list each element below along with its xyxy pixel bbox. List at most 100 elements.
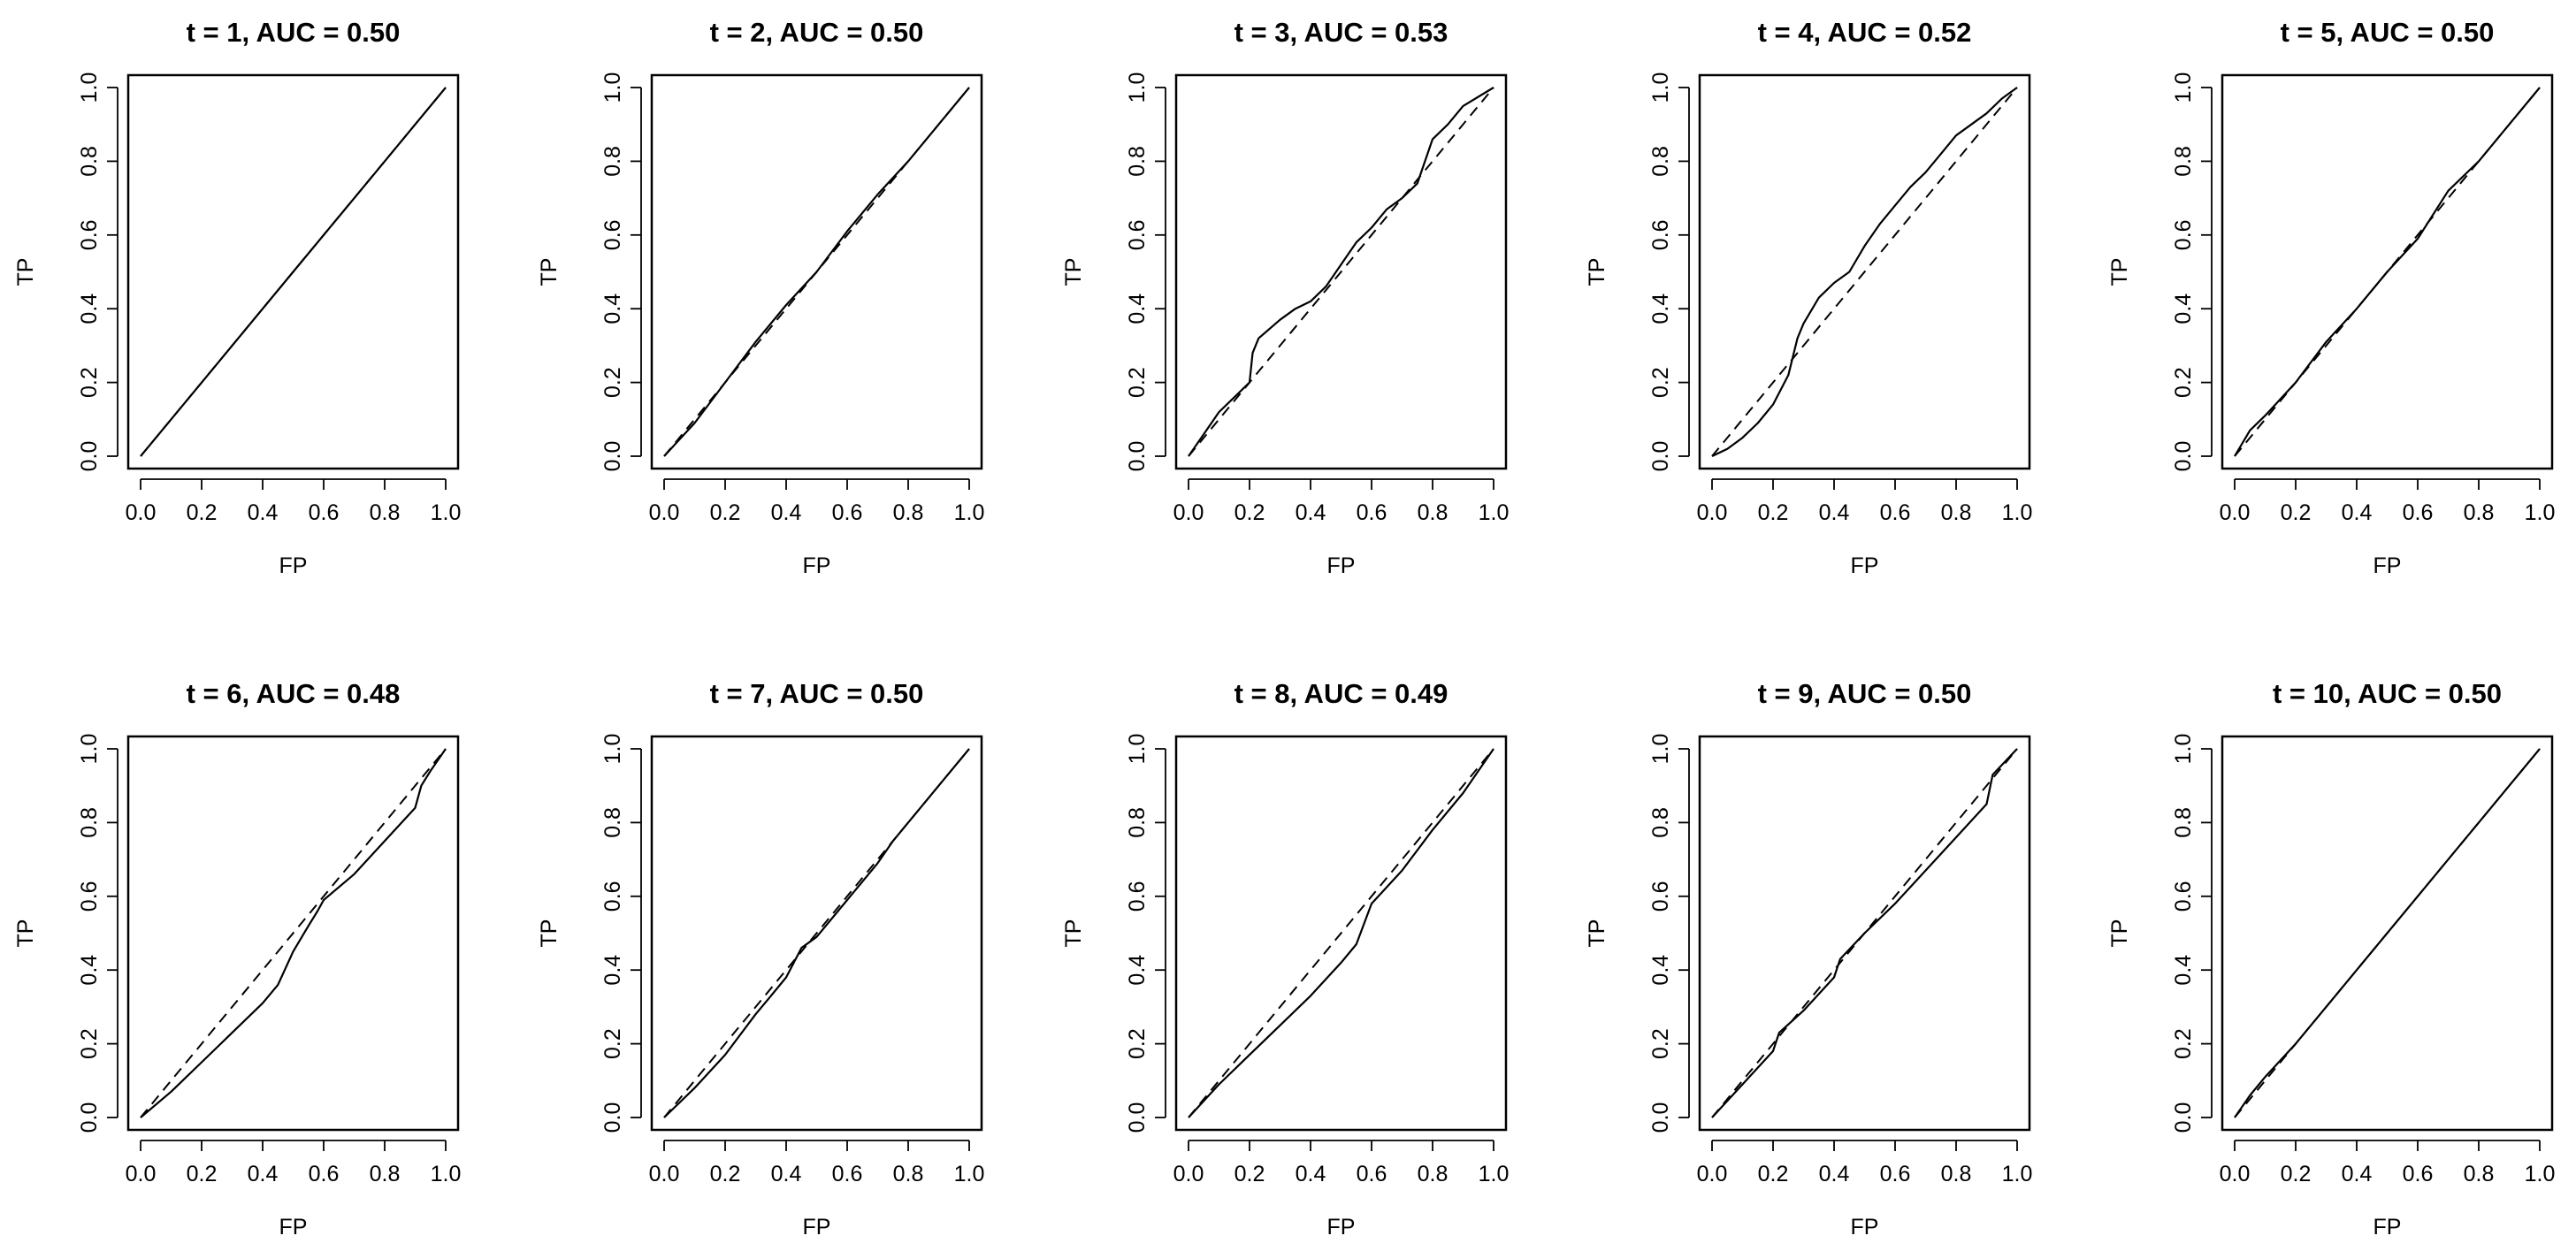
y-tick-label: 0.2: [1125, 1028, 1150, 1059]
x-axis-label: FP: [1851, 1215, 1879, 1240]
plot-frame: [1174, 73, 1508, 470]
y-tick-label: 1.0: [600, 72, 625, 103]
y-axis-label: TP: [2107, 919, 2132, 948]
plot-frame: [650, 735, 983, 1132]
x-tick-label: 1.0: [431, 1162, 462, 1186]
y-tick-label: 0.4: [2171, 955, 2196, 986]
x-tick-label: 0.8: [370, 500, 401, 525]
panel-title: t = 8, AUC = 0.49: [1234, 678, 1449, 709]
y-tick-label: 0.8: [2171, 146, 2196, 177]
roc-panel-4: t = 4, AUC = 0.52 0.0 0.2 0.4 0.6 0.8 1.0 FP 0.0…: [1585, 17, 2032, 578]
x-tick-label: 0.0: [649, 1162, 680, 1186]
y-axis-label: TP: [1061, 258, 1086, 286]
x-tick-label: 0.2: [187, 500, 218, 525]
x-tick-label: 0.8: [370, 1162, 401, 1186]
y-axis-label: TP: [1585, 258, 1609, 286]
plot-frame: [1698, 73, 2031, 470]
x-tick-label: 0.0: [2220, 500, 2251, 525]
y-tick-label: 0.4: [600, 955, 625, 986]
y-tick-label: 1.0: [600, 734, 625, 765]
reference-diagonal-line: [663, 748, 970, 1118]
y-tick-label: 0.0: [2171, 441, 2196, 472]
plot-frame: [2221, 73, 2554, 470]
y-axis-label: TP: [13, 919, 38, 948]
panel-title: t = 2, AUC = 0.50: [710, 17, 924, 48]
x-tick-label: 1.0: [2525, 500, 2556, 525]
y-tick-label: 0.8: [1125, 146, 1150, 177]
x-tick-label: 0.6: [832, 500, 863, 525]
x-tick-label: 0.4: [248, 1162, 279, 1186]
x-axis-label: FP: [279, 553, 308, 578]
y-tick-label: 0.4: [600, 294, 625, 324]
x-tick-label: 0.0: [1173, 500, 1204, 525]
x-tick-label: 0.2: [2281, 1162, 2312, 1186]
y-tick-label: 1.0: [1648, 734, 1673, 765]
y-tick-label: 0.6: [600, 219, 625, 250]
y-tick-label: 0.6: [2171, 219, 2196, 250]
y-tick-label: 0.6: [1648, 219, 1673, 250]
y-tick-label: 0.4: [1125, 294, 1150, 324]
x-tick-label: 0.8: [2464, 500, 2495, 525]
roc-panel-3: t = 3, AUC = 0.53 0.0 0.2 0.4 0.6 0.8 1.0 FP 0.0…: [1061, 17, 1509, 578]
reference-diagonal-line: [1711, 87, 2018, 457]
y-tick-label: 0.0: [600, 1102, 625, 1133]
panel-title: t = 5, AUC = 0.50: [2281, 17, 2495, 48]
y-tick-label: 0.0: [600, 441, 625, 472]
x-tick-label: 0.6: [309, 1162, 340, 1186]
x-tick-label: 0.6: [1880, 500, 1911, 525]
roc-curve-line: [1188, 748, 1494, 1118]
x-tick-label: 0.6: [2403, 500, 2434, 525]
x-tick-label: 0.8: [1941, 500, 1972, 525]
plot-frame: [126, 73, 460, 470]
roc-curve-line: [1188, 87, 1494, 457]
x-tick-label: 1.0: [431, 500, 462, 525]
panel-title: t = 6, AUC = 0.48: [187, 678, 401, 709]
y-tick-label: 1.0: [1125, 72, 1150, 103]
x-tick-label: 1.0: [954, 1162, 985, 1186]
y-axis-label: TP: [2107, 258, 2132, 286]
x-tick-label: 0.4: [2342, 500, 2373, 525]
panel-title: t = 10, AUC = 0.50: [2273, 678, 2502, 709]
y-tick-label: 1.0: [77, 72, 102, 103]
y-tick-label: 0.6: [77, 219, 102, 250]
y-tick-label: 0.8: [1648, 146, 1673, 177]
x-tick-label: 1.0: [1479, 1162, 1510, 1186]
y-tick-label: 1.0: [77, 734, 102, 765]
y-tick-label: 0.8: [77, 807, 102, 838]
plot-frame: [1174, 735, 1508, 1132]
panel-title: t = 1, AUC = 0.50: [187, 17, 401, 48]
x-axis-label: FP: [803, 553, 831, 578]
y-tick-label: 1.0: [2171, 72, 2196, 103]
x-tick-label: 0.2: [187, 1162, 218, 1186]
y-tick-label: 0.2: [77, 1028, 102, 1059]
roc-panel-8: t = 8, AUC = 0.49 0.0 0.2 0.4 0.6 0.8 1.0 FP 0.0…: [1061, 678, 1509, 1240]
x-tick-label: 0.0: [126, 1162, 157, 1186]
y-tick-label: 0.2: [77, 367, 102, 398]
y-tick-label: 0.4: [1648, 955, 1673, 986]
y-tick-label: 0.4: [77, 955, 102, 986]
x-axis-label: FP: [803, 1215, 831, 1240]
x-tick-label: 0.0: [2220, 1162, 2251, 1186]
y-tick-label: 0.4: [2171, 294, 2196, 324]
y-tick-label: 0.8: [600, 807, 625, 838]
y-tick-label: 0.0: [1648, 1102, 1673, 1133]
x-tick-label: 1.0: [954, 500, 985, 525]
y-tick-label: 0.2: [2171, 367, 2196, 398]
x-tick-label: 0.2: [1758, 1162, 1789, 1186]
y-tick-label: 0.2: [600, 367, 625, 398]
y-tick-label: 0.2: [600, 1028, 625, 1059]
x-axis-label: FP: [279, 1215, 308, 1240]
x-tick-label: 1.0: [2002, 1162, 2033, 1186]
x-tick-label: 0.2: [710, 1162, 741, 1186]
x-tick-label: 0.4: [771, 1162, 802, 1186]
y-tick-label: 0.4: [1125, 955, 1150, 986]
y-tick-label: 0.8: [1648, 807, 1673, 838]
x-tick-label: 0.6: [1880, 1162, 1911, 1186]
x-tick-label: 0.8: [1418, 1162, 1449, 1186]
x-tick-label: 0.6: [309, 500, 340, 525]
y-axis-label: TP: [537, 258, 562, 286]
y-tick-label: 0.8: [600, 146, 625, 177]
x-tick-label: 0.0: [649, 500, 680, 525]
reference-diagonal-line: [1188, 87, 1494, 457]
